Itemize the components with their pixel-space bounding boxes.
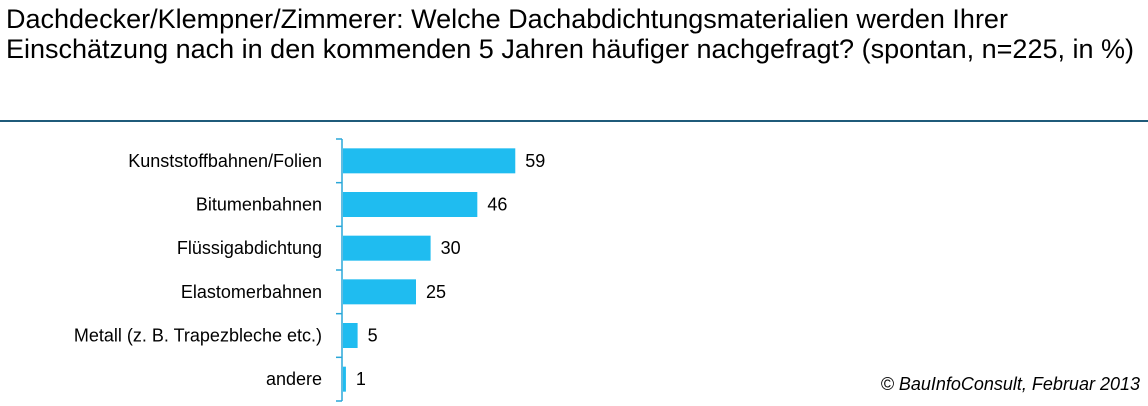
chart-title: Dachdecker/Klempner/Zimmerer: Welche Dac… — [6, 4, 1135, 64]
bar — [343, 366, 346, 392]
category-axis — [336, 138, 343, 402]
copyright-note: © BauInfoConsult, Februar 2013 — [880, 374, 1140, 394]
title-divider — [0, 120, 1148, 122]
data-labels: 59 46 30 25 5 1 — [356, 151, 545, 389]
bar — [343, 279, 416, 305]
category-label: Flüssigabdichtung — [177, 238, 322, 258]
data-label: 30 — [441, 238, 461, 258]
category-label: andere — [266, 369, 322, 389]
data-label: 1 — [356, 369, 366, 389]
bar — [343, 323, 358, 348]
bar — [343, 192, 478, 217]
category-label: Metall (z. B. Trapezbleche etc.) — [74, 326, 322, 346]
data-label: 5 — [368, 326, 378, 346]
data-label: 59 — [525, 151, 545, 171]
data-label: 25 — [426, 282, 446, 302]
category-label: Elastomerbahnen — [181, 282, 322, 302]
category-label: Bitumenbahnen — [196, 195, 322, 215]
category-labels: Kunststoffbahnen/Folien Bitumenbahnen Flüs… — [74, 151, 322, 389]
category-label: Kunststoffbahnen/Folien — [128, 151, 322, 171]
bars — [343, 148, 516, 392]
data-label: 46 — [487, 195, 507, 215]
bar — [343, 148, 516, 174]
bar — [343, 235, 431, 261]
